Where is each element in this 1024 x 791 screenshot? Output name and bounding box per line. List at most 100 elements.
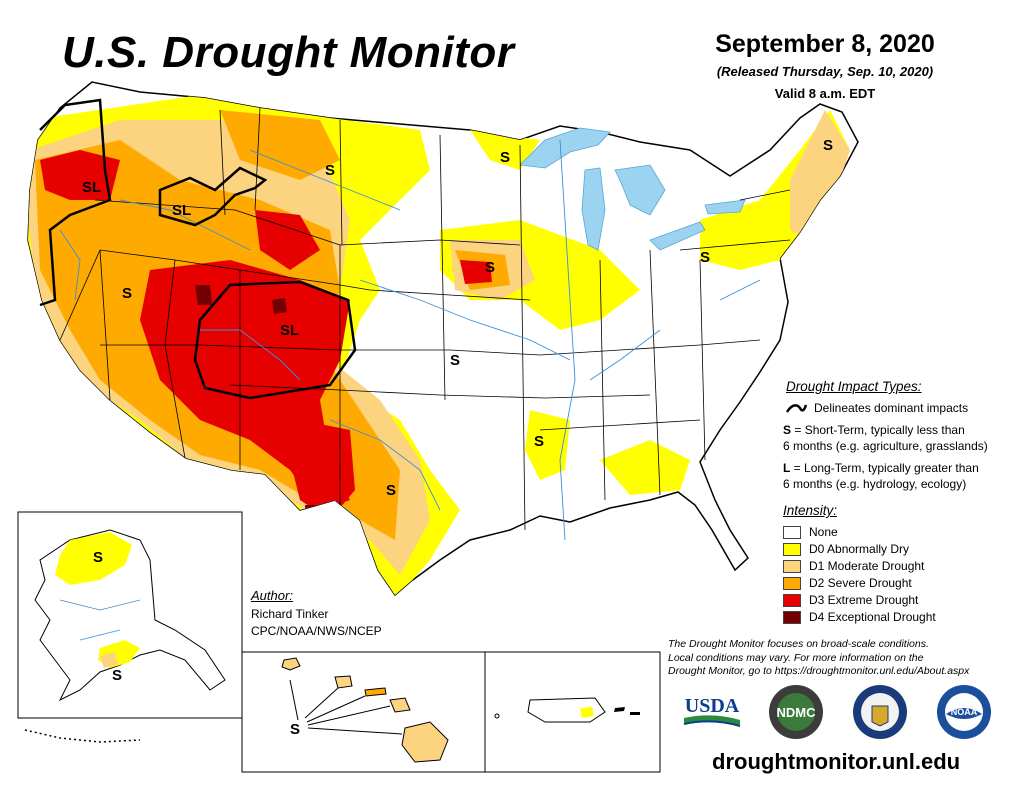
impact-line-pnw xyxy=(39,98,112,307)
website-link[interactable]: droughtmonitor.unl.edu xyxy=(712,749,961,774)
aleutians xyxy=(24,729,141,743)
intensity-swatch xyxy=(783,543,801,557)
author-name: Richard Tinker xyxy=(251,607,329,621)
label-texas: S xyxy=(386,482,396,499)
label-pa: S xyxy=(700,249,710,266)
map-date: September 8, 2020 xyxy=(715,30,935,58)
impact-line-idaho xyxy=(158,166,268,227)
disclaimer-note: The Drought Monitor focuses on broad-sca… xyxy=(668,638,969,679)
d4-area-utah xyxy=(195,285,212,305)
intensity-swatch xyxy=(783,560,801,574)
d3-area-texas xyxy=(290,420,355,520)
d4-area-colorado xyxy=(272,298,287,314)
short-term-desc-2: 6 months (e.g. agriculture, grasslands) xyxy=(783,439,988,453)
intensity-swatch xyxy=(783,611,801,625)
d1-area-ne xyxy=(790,110,850,240)
hawaii-pointer-lines xyxy=(289,679,403,735)
intensity-label: D4 Exceptional Drought xyxy=(809,610,936,624)
intensity-swatch xyxy=(783,526,801,540)
label-minn: S xyxy=(500,149,510,166)
author-org: CPC/NOAA/NWS/NCEP xyxy=(251,624,382,638)
label-colorado: SL xyxy=(280,322,299,339)
d0-area-north xyxy=(470,130,540,170)
d0-area-se xyxy=(600,440,690,495)
alaska-d0-north xyxy=(55,532,132,585)
note-line-1: The Drought Monitor focuses on broad-sca… xyxy=(668,638,929,650)
impact-line-desc: Delineates dominant impacts xyxy=(814,401,969,415)
intensity-heading: Intensity: xyxy=(783,503,838,518)
label-nevada: S xyxy=(122,285,132,302)
label-iowa: S xyxy=(485,259,495,276)
conus-map: SL SL S S S S SL S S S S S xyxy=(27,81,859,597)
lake-michigan xyxy=(581,167,606,251)
hawaii-inset: S xyxy=(241,651,486,773)
note-line-3[interactable]: Drought Monitor, go to https://droughtmo… xyxy=(668,665,970,677)
impact-lines xyxy=(39,98,357,400)
author-heading: Author: xyxy=(251,588,293,603)
ndmc-logo-text: NDMC xyxy=(777,705,817,720)
alaska-inset: S S xyxy=(17,511,243,743)
label-hawaii: S xyxy=(290,721,300,738)
pr-d0 xyxy=(580,707,594,718)
intensity-label: None xyxy=(809,525,838,539)
label-pnw: SL xyxy=(82,179,101,196)
molokai xyxy=(364,687,387,697)
long-term-desc-2: 6 months (e.g. hydrology, ecology) xyxy=(783,477,967,491)
intensity-swatch xyxy=(783,594,801,608)
oahu xyxy=(334,675,353,689)
intensity-label: D2 Severe Drought xyxy=(809,576,912,590)
intensity-item: D1 Moderate Drought xyxy=(783,558,924,575)
lake-huron xyxy=(614,164,666,216)
big-island xyxy=(401,721,449,763)
d3-area-oregon xyxy=(40,150,120,200)
note-line-2: Local conditions may vary. For more info… xyxy=(668,651,924,664)
intensity-label: D1 Moderate Drought xyxy=(809,559,925,573)
kauai xyxy=(281,657,301,671)
alaska-d1-south xyxy=(100,652,118,668)
impact-types-heading: Drought Impact Types: xyxy=(786,379,922,394)
label-miss: S xyxy=(534,433,544,450)
noaa-logo-text: NOAA xyxy=(951,707,978,717)
state-boundaries xyxy=(59,107,791,531)
intensity-item: D3 Extreme Drought xyxy=(783,592,918,609)
intensity-item: D2 Severe Drought xyxy=(783,575,912,592)
page-title: U.S. Drought Monitor xyxy=(62,28,515,77)
label-maine: S xyxy=(823,137,833,154)
intensity-item: None xyxy=(783,524,838,541)
puerto-rico-inset xyxy=(484,651,661,773)
lake-erie xyxy=(649,221,706,251)
release-date: (Released Thursday, Sep. 10, 2020) xyxy=(716,64,934,79)
impact-line-sample xyxy=(785,404,808,413)
d2-area-nw xyxy=(220,110,340,180)
puerto-rico xyxy=(527,697,606,723)
valid-time: Valid 8 a.m. EDT xyxy=(774,86,876,101)
map-labels: SL SL S S S S SL S S S S S xyxy=(82,137,833,499)
lake-superior xyxy=(519,127,611,169)
drought-areas xyxy=(28,95,850,595)
short-term-key: S xyxy=(783,423,792,437)
label-kansas: S xyxy=(450,352,460,369)
usda-logo[interactable]: USDA xyxy=(680,688,744,732)
great-lakes xyxy=(519,127,746,251)
commerce-seal-logo[interactable] xyxy=(852,684,908,740)
intensity-label: D0 Abnormally Dry xyxy=(809,542,910,556)
label-alaska-n: S xyxy=(93,549,103,566)
d3-area-iowa xyxy=(460,260,492,284)
short-term-desc-1: S = Short-Term, typically less than xyxy=(783,423,965,437)
label-idaho: SL xyxy=(172,202,191,219)
intensity-label: D3 Extreme Drought xyxy=(809,593,919,607)
lake-ontario xyxy=(704,199,746,215)
intensity-item: D4 Exceptional Drought xyxy=(783,609,936,626)
intensity-swatch xyxy=(783,577,801,591)
noaa-logo[interactable]: NOAA xyxy=(936,684,992,740)
ndmc-logo[interactable]: NDMC xyxy=(768,684,824,740)
maui xyxy=(389,697,411,713)
rivers xyxy=(59,139,761,541)
d3-area-wy xyxy=(255,210,320,270)
label-montana: S xyxy=(325,162,335,179)
d4-area-texas xyxy=(305,505,322,518)
usda-logo-text: USDA xyxy=(685,695,740,717)
label-alaska-s: S xyxy=(112,667,122,684)
long-term-key: L xyxy=(783,461,791,475)
